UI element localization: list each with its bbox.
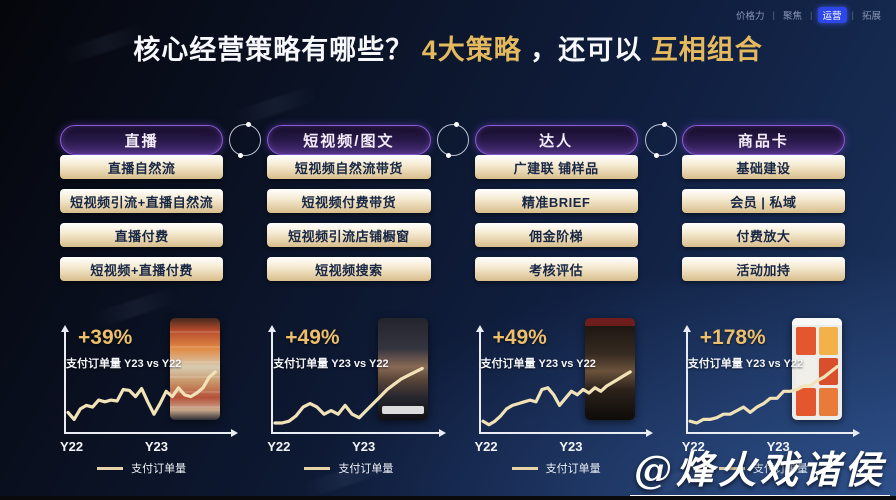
legend-line-swatch — [718, 466, 745, 470]
nav-item-operation[interactable]: 运营 — [817, 7, 847, 23]
legend-label: 支付订单量 — [131, 463, 187, 475]
title-part-highlight: 4大策略 — [421, 35, 522, 65]
legend-label: 支付订单量 — [545, 463, 601, 475]
growth-value: +39% — [78, 326, 133, 349]
chart-subtitle: 支付订单量 Y23 vs Y22 — [66, 358, 182, 370]
product-tiles — [796, 327, 838, 416]
x-tick-y23: Y23 — [766, 439, 790, 454]
strategy-button[interactable]: 活动加持 — [681, 257, 845, 281]
combine-cycle-icon — [229, 122, 261, 158]
strategy-button[interactable]: 基础建设 — [681, 155, 845, 179]
column-live: 直播 直播自然流 短视频引流+直播自然流 直播付费 短视频+直播付费 — [60, 125, 224, 281]
chart-subtitle: 支付订单量 Y23 vs Y22 — [480, 358, 596, 370]
column-short-video: 短视频/图文 短视频自然流带货 短视频付费带货 短视频引流店铺橱窗 短视频搜索 — [267, 125, 431, 281]
trend-line — [66, 370, 217, 422]
chart-legend: 支付订单量 — [267, 460, 430, 476]
column-header-influencer[interactable]: 达人 — [474, 125, 638, 155]
phone-screenshot-live — [170, 318, 221, 420]
legend-line-swatch — [97, 466, 124, 470]
strategy-button[interactable]: 短视频+直播付费 — [60, 257, 224, 281]
nav-item-focus[interactable]: 聚焦 — [783, 11, 803, 22]
trend-line — [480, 370, 632, 427]
title-part: ，还可以 — [530, 35, 643, 65]
column-header-live[interactable]: 直播 — [60, 125, 224, 155]
x-tick-y23: Y23 — [352, 439, 376, 454]
strategy-button[interactable]: 会员 | 私域 — [681, 189, 845, 213]
y-axis — [268, 325, 277, 432]
growth-value: +49% — [285, 326, 340, 349]
x-axis — [271, 429, 446, 437]
x-tick-y23: Y23 — [144, 439, 169, 454]
column-header-short-video[interactable]: 短视频/图文 — [267, 125, 431, 155]
column-influencer: 达人 广建联 铺样品 精准BRIEF 佣金阶梯 考核评估 — [474, 125, 638, 281]
strategy-button[interactable]: 短视频引流+直播自然流 — [60, 189, 224, 213]
legend-label: 支付订单量 — [338, 463, 394, 475]
legend-line-swatch — [304, 466, 331, 470]
nav-separator: | — [810, 9, 813, 21]
strategy-button[interactable]: 短视频付费带货 — [267, 189, 431, 213]
strategy-button[interactable]: 短视频搜索 — [267, 257, 431, 281]
growth-value: +49% — [492, 326, 547, 349]
trend-chart-live: +39% 支付订单量 Y23 vs Y22 Y22 Y23 支付订单量 — [60, 318, 239, 478]
x-tick-y22: Y22 — [681, 439, 705, 454]
chart-legend: 支付订单量 — [60, 460, 223, 476]
x-axis — [64, 429, 239, 437]
y-axis — [475, 325, 484, 432]
nav-item-price-power[interactable]: 价格力 — [736, 11, 765, 22]
charts-row: +39% 支付订单量 Y23 vs Y22 Y22 Y23 支付订单量 +49%… — [60, 318, 861, 478]
combine-cycle-icon — [437, 122, 469, 158]
strategy-button[interactable]: 付费放大 — [681, 223, 845, 247]
growth-value: +178% — [699, 326, 766, 349]
page-title: 核心经营策略有哪些？ 4大策略 ，还可以 互相组合 — [0, 28, 896, 67]
author-watermark: @烽火戏诸侯 — [629, 439, 890, 498]
strategy-button[interactable]: 广建联 铺样品 — [474, 155, 638, 179]
chart-subtitle: 支付订单量 Y23 vs Y22 — [273, 358, 389, 370]
trend-chart-product-card: +178% 支付订单量 Y23 vs Y22 Y22 Y23 支付订单量 — [681, 318, 861, 478]
trend-chart-influencer: +49% 支付订单量 Y23 vs Y22 Y22 Y23 支付订单量 — [474, 318, 654, 478]
y-axis — [61, 325, 69, 432]
trend-line — [273, 366, 425, 425]
trend-chart-short-video: +49% 支付订单量 Y23 vs Y22 Y22 Y23 支付订单量 — [267, 318, 446, 478]
x-tick-y22: Y22 — [267, 439, 291, 454]
strategy-button[interactable]: 佣金阶梯 — [474, 223, 638, 247]
strategy-button[interactable]: 短视频自然流带货 — [267, 155, 431, 179]
x-axis — [685, 429, 861, 437]
strategy-button[interactable]: 短视频引流店铺橱窗 — [267, 223, 431, 247]
x-tick-y23: Y23 — [559, 439, 583, 454]
strategy-grid: 直播 直播自然流 短视频引流+直播自然流 直播付费 短视频+直播付费 短视频/图… — [60, 122, 845, 281]
strategy-button[interactable]: 直播付费 — [60, 223, 224, 247]
chart-legend: 支付订单量 — [682, 460, 845, 476]
trend-line — [688, 364, 839, 425]
column-product-card: 商品卡 基础建设 会员 | 私域 付费放大 活动加持 — [681, 125, 845, 281]
nav-separator: | — [851, 9, 854, 21]
strategy-button[interactable]: 精准BRIEF — [474, 189, 638, 213]
y-axis — [682, 325, 691, 432]
chart-legend: 支付订单量 — [475, 460, 638, 476]
strategy-button[interactable]: 直播自然流 — [60, 155, 224, 179]
nav-separator: | — [772, 9, 776, 21]
title-part: 核心经营策略有哪些？ — [133, 35, 414, 65]
phone-screenshot-influencer — [584, 318, 635, 420]
legend-label: 支付订单量 — [752, 463, 808, 475]
bottom-letterbox-bar — [0, 496, 896, 500]
legend-line-swatch — [511, 466, 538, 470]
chart-subtitle: 支付订单量 Y23 vs Y22 — [687, 358, 804, 370]
strategy-button[interactable]: 考核评估 — [474, 257, 638, 281]
x-tick-y22: Y22 — [60, 439, 84, 454]
x-axis — [478, 429, 654, 437]
combine-cycle-icon — [645, 122, 677, 158]
title-part-highlight: 互相组合 — [650, 35, 763, 65]
nav-item-expansion[interactable]: 拓展 — [861, 11, 881, 22]
column-header-product-card[interactable]: 商品卡 — [681, 125, 845, 155]
top-nav: 价格力 | 聚焦 | 运营 | 拓展 — [733, 7, 884, 23]
background-watermark — [229, 84, 321, 128]
x-tick-y22: Y22 — [474, 439, 498, 454]
